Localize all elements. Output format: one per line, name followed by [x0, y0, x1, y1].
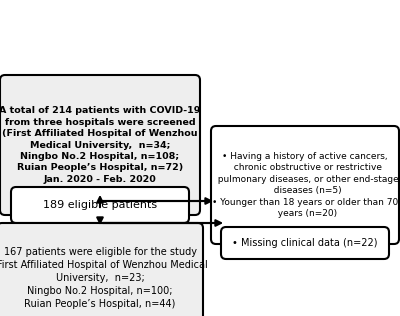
FancyBboxPatch shape: [221, 227, 389, 259]
Text: A total of 214 patients with COVID-19
from three hospitals were screened
(First : A total of 214 patients with COVID-19 fr…: [0, 106, 201, 184]
FancyBboxPatch shape: [11, 187, 189, 223]
Text: 167 patients were eligible for the study
(First Affiliated Hospital of Wenzhou M: 167 patients were eligible for the study…: [0, 247, 207, 309]
FancyBboxPatch shape: [211, 126, 399, 244]
FancyBboxPatch shape: [0, 75, 200, 215]
Text: 189 eligible patients: 189 eligible patients: [43, 200, 157, 210]
FancyBboxPatch shape: [0, 223, 203, 316]
Text: • Having a history of active cancers,
  chronic obstructive or restrictive
  pul: • Having a history of active cancers, ch…: [212, 152, 398, 218]
Text: • Missing clinical data (n=22): • Missing clinical data (n=22): [232, 238, 378, 248]
